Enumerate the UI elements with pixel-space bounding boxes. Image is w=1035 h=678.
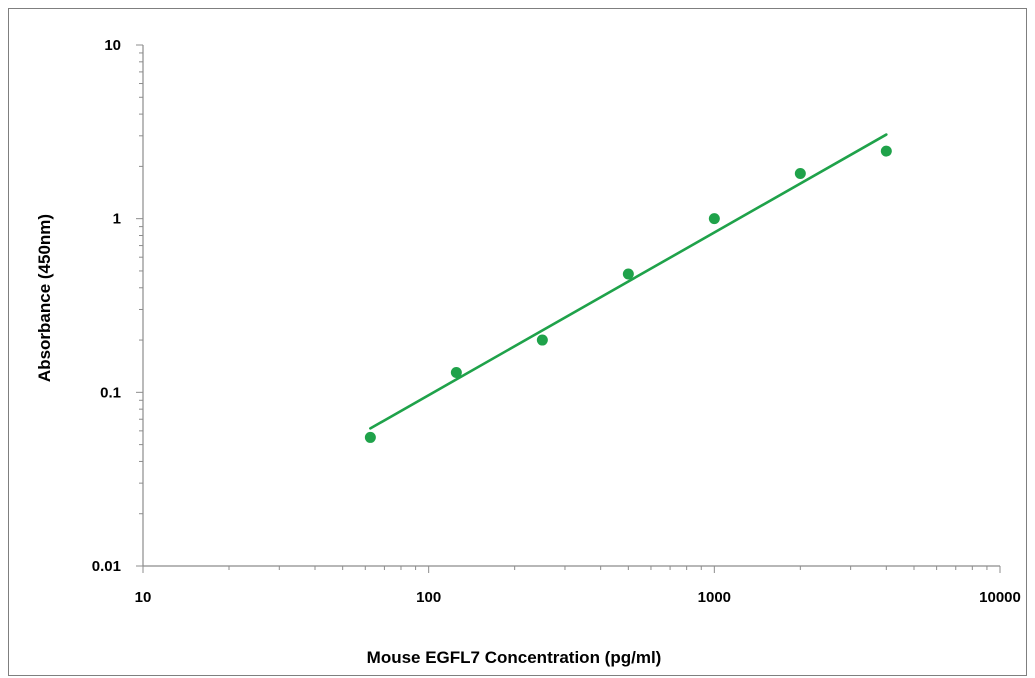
- data-point: [622, 268, 634, 280]
- data-point: [450, 367, 462, 379]
- tick-labels: 0.01 0.1 1 10 10 100 1000 10000: [92, 37, 1021, 606]
- data-point: [536, 334, 548, 346]
- y-axis-title: Absorbance (450nm): [35, 214, 54, 382]
- y-tick-label: 0.01: [92, 558, 121, 575]
- points-group: [364, 145, 892, 443]
- data-point: [364, 431, 376, 443]
- x-tick-label: 100: [416, 589, 441, 606]
- data-point: [794, 168, 806, 180]
- x-tick-label: 10000: [979, 589, 1021, 606]
- y-tick-label: 10: [104, 37, 121, 54]
- trendline-group: [369, 133, 888, 430]
- y-tick-label: 1: [113, 211, 121, 228]
- data-point: [880, 145, 892, 157]
- trendline: [369, 133, 888, 430]
- chart-frame: [8, 8, 1027, 676]
- axes: [136, 44, 1001, 573]
- x-tick-label: 1000: [698, 589, 731, 606]
- x-tick-label: 10: [135, 589, 152, 606]
- data-point: [708, 213, 720, 225]
- x-axis-title: Mouse EGFL7 Concentration (pg/ml): [367, 648, 662, 667]
- y-tick-label: 0.1: [100, 384, 121, 401]
